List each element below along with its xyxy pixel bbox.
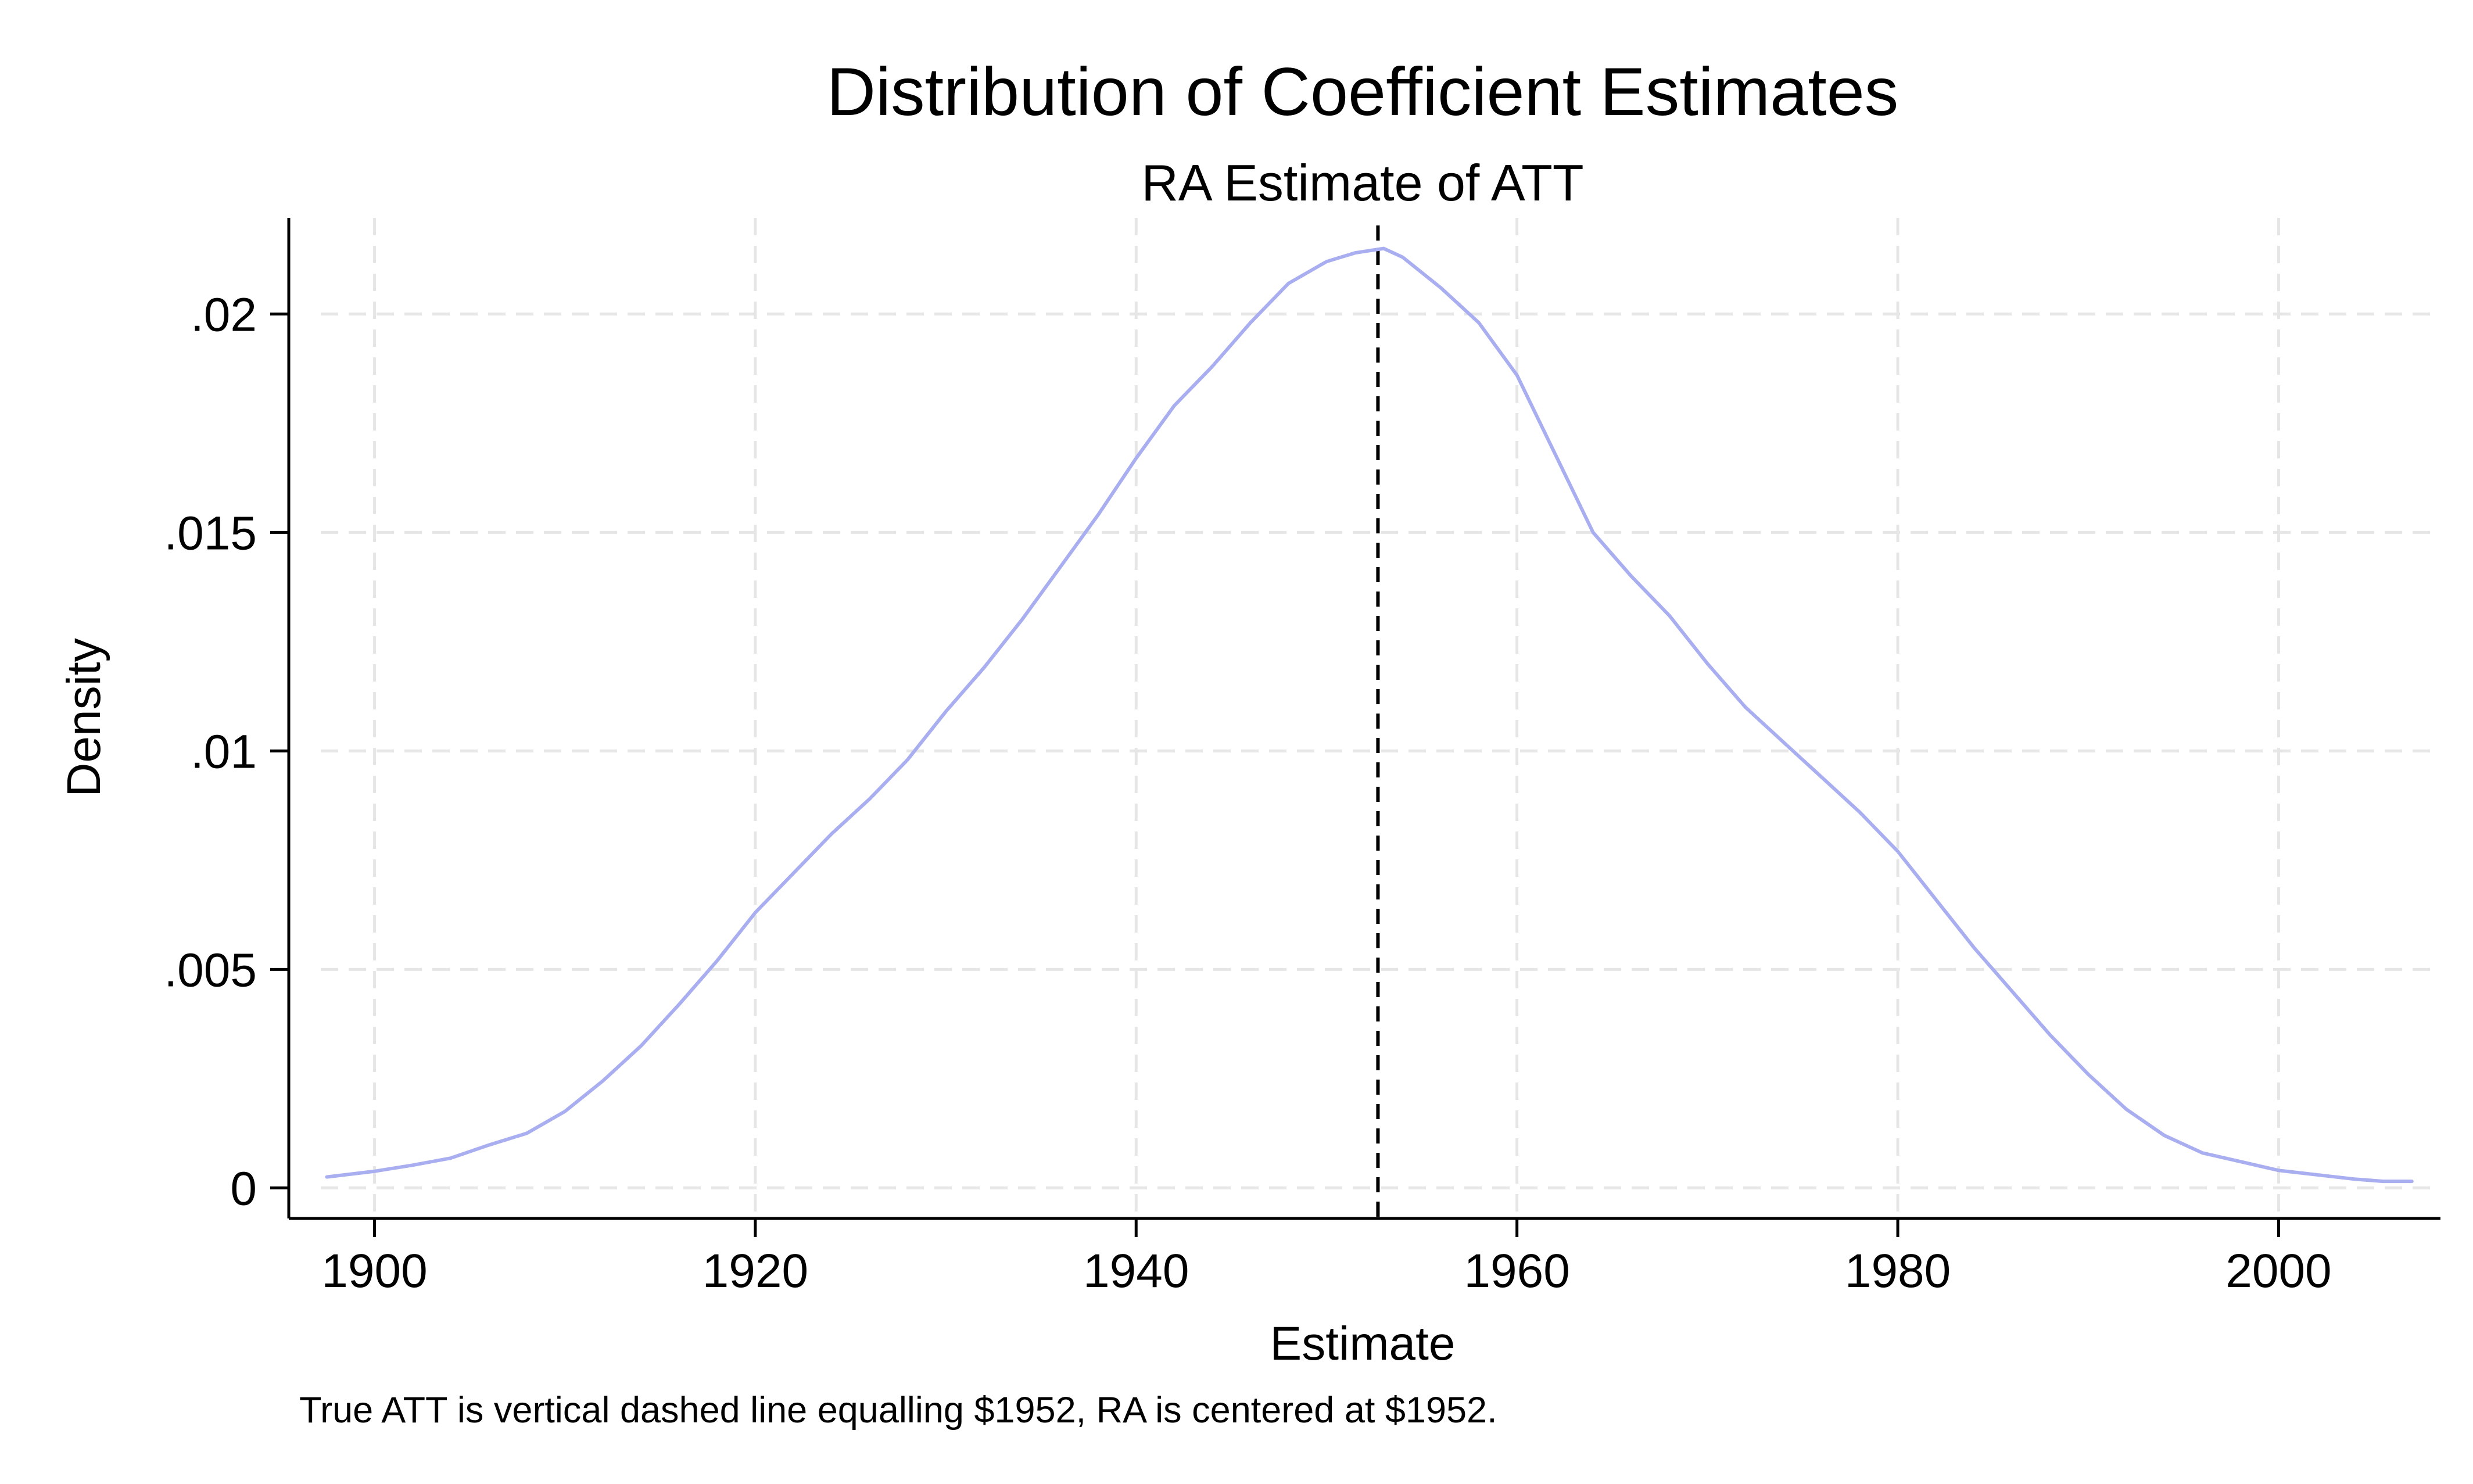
y-tick-label-4: .02 bbox=[191, 288, 257, 341]
x-tick-label-1960: 1960 bbox=[1464, 1245, 1569, 1297]
chart-note: True ATT is vertical dashed line equalli… bbox=[299, 1390, 1497, 1431]
x-tick-label-1900: 1900 bbox=[321, 1245, 427, 1297]
x-tick-label-1920: 1920 bbox=[703, 1245, 808, 1297]
y-axis-label: Density bbox=[58, 638, 110, 797]
density-curve-0 bbox=[325, 246, 2414, 1184]
y-tick-label-2: .01 bbox=[191, 725, 257, 778]
y-tick-label-0: 0 bbox=[230, 1162, 257, 1215]
axes: 1900 1920 1940 1960 1980 2000 0 .005 .01 .015 .02 bbox=[164, 218, 2440, 1297]
x-tick-label-1940: 1940 bbox=[1083, 1245, 1189, 1297]
y-tick-label-1: .005 bbox=[164, 944, 257, 996]
x-axis-label: Estimate bbox=[1270, 1317, 1456, 1370]
chart-subtitle: RA Estimate of ATT bbox=[1141, 154, 1583, 212]
grid bbox=[321, 218, 2440, 1218]
series-layer bbox=[325, 246, 2414, 1184]
chart-title: Distribution of Coefficient Estimates bbox=[827, 53, 1899, 130]
x-tick-label-2000: 2000 bbox=[2225, 1245, 2331, 1297]
x-tick-label-1980: 1980 bbox=[1845, 1245, 1951, 1297]
y-tick-label-3: .015 bbox=[164, 507, 257, 560]
